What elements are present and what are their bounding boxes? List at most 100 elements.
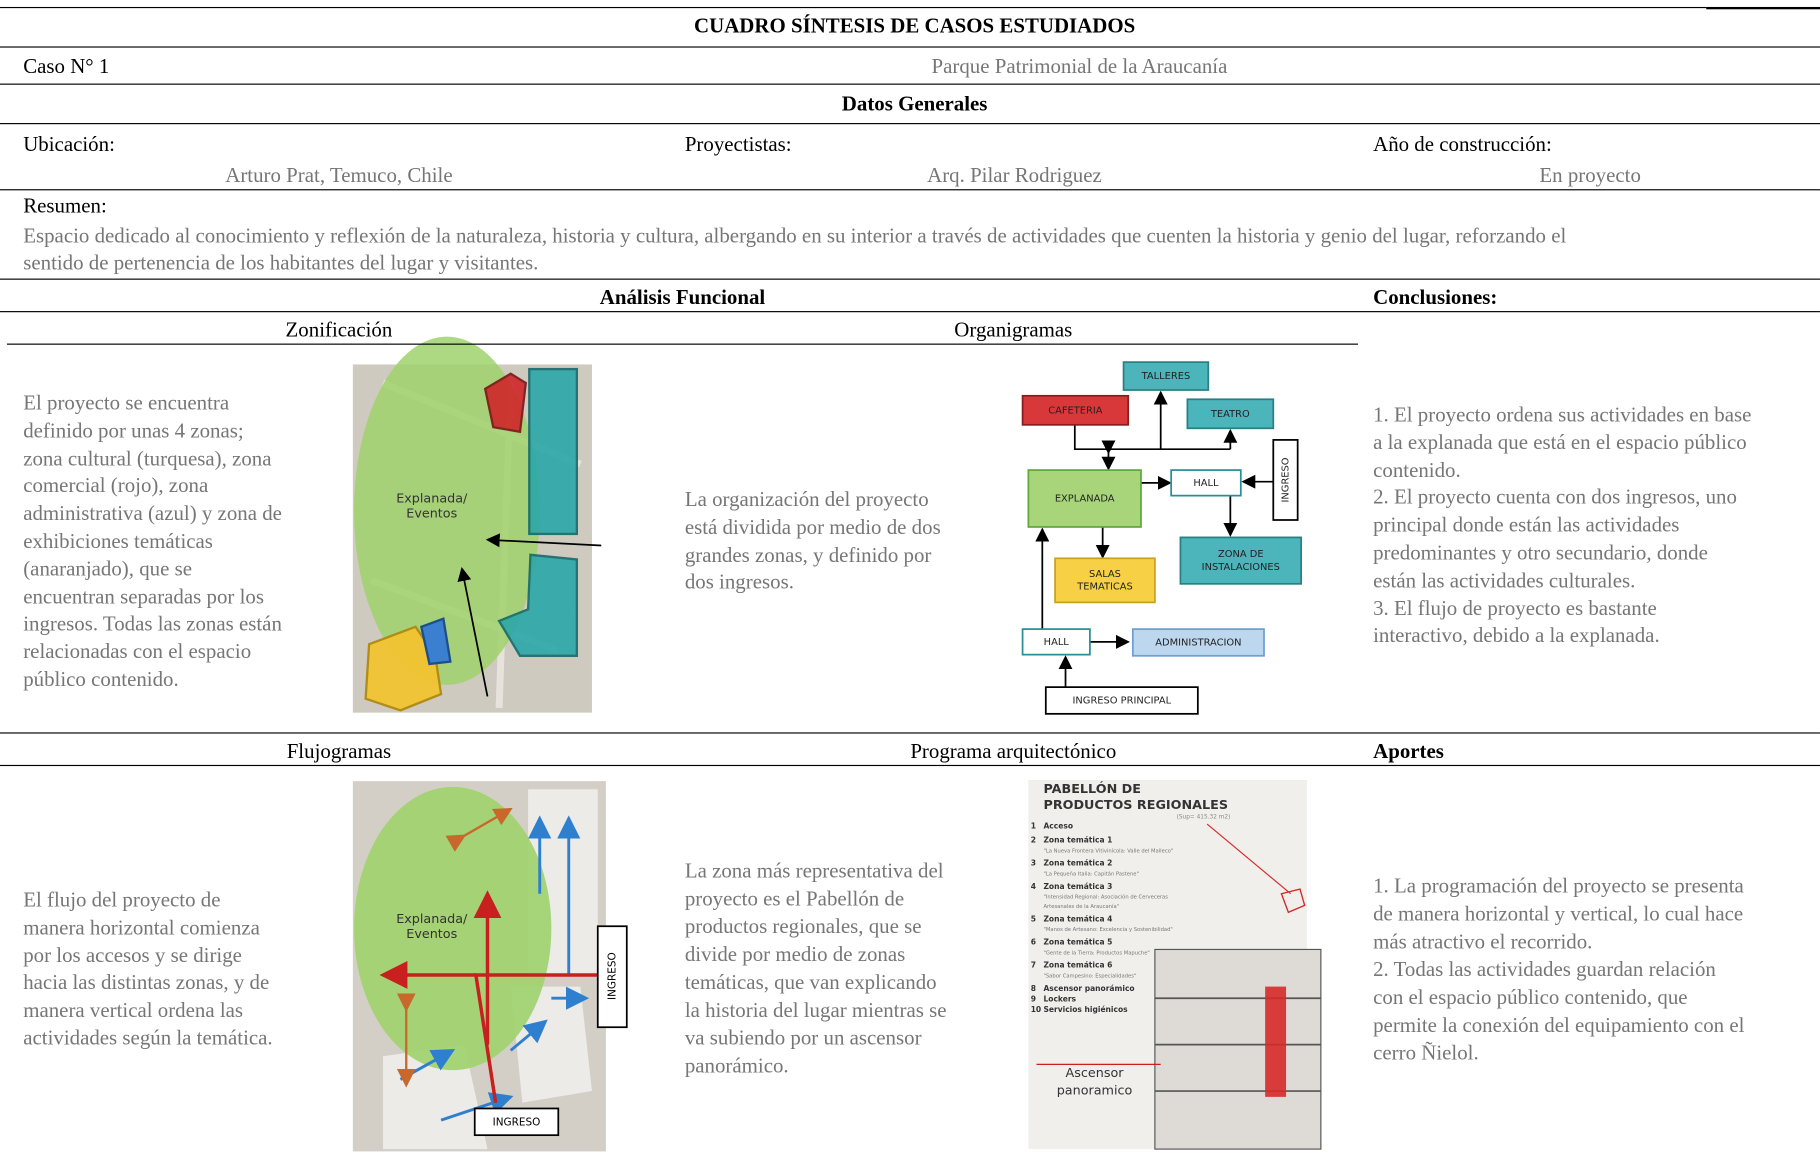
section-title: Análisis Funcional (599, 285, 766, 309)
paragraph-line: 3. El flujo de proyecto es bastante (1373, 596, 1657, 620)
org-node-label: HALL (1193, 478, 1219, 489)
connector (1073, 424, 1231, 451)
program-number: 9 (1031, 994, 1036, 1003)
title: CUADRO SÍNTESIS DE CASOS ESTUDIADOS (694, 13, 1136, 38)
program-item: Zona temática 1 (1043, 835, 1112, 844)
rule (0, 278, 1820, 280)
paragraph-line: 1. El proyecto ordena sus actividades en… (1373, 402, 1752, 426)
program-number: 10 (1031, 1005, 1041, 1014)
figure-label: (Sup= 415.32 m2) (1177, 815, 1231, 821)
paragraph-line: está dividida por medio de dos (684, 515, 941, 539)
paragraph-line: 2. Todas las actividades guardan relació… (1373, 957, 1716, 981)
section-title: Conclusiones: (1373, 285, 1498, 309)
figure-label: INGRESO (606, 952, 618, 1000)
org-node-label: INGRESO PRINCIPAL (1073, 695, 1172, 706)
label-box (473, 1107, 560, 1137)
paragraph-line: va subiendo por un ascensor (684, 1026, 922, 1050)
figure-label: Explanada/ (396, 492, 468, 507)
paragraph-line: zona cultural (turquesa), zona (23, 446, 272, 470)
org-node-label: TEMATICAS (1076, 582, 1133, 593)
paragraph-line: proyecto es el Pabellón de (684, 886, 905, 910)
paragraph-line: La zona más representativa del (684, 858, 944, 883)
paragraph-line: a la explanada que está en el espacio pú… (1373, 430, 1747, 454)
paragraph-line: 2. El proyecto cuenta con dos ingresos, … (1373, 485, 1737, 509)
program-number: 7 (1031, 961, 1036, 970)
org-node (1027, 469, 1142, 528)
figure-label: PABELLÓN DE (1043, 781, 1141, 797)
caption: Ascensor (1066, 1066, 1125, 1081)
paragraph-line: interactivo, debido a la explanada. (1373, 623, 1660, 647)
zone (364, 625, 443, 712)
arrow (457, 567, 489, 697)
paragraph-line: panorámico. (684, 1053, 789, 1078)
subsection-title: Zonificación (285, 318, 393, 342)
paragraph-line: con el espacio público contenido, que (1373, 985, 1688, 1009)
figure-label: INGRESO (493, 1116, 541, 1128)
program-note: "Manos de Artesano: Excelencia y Sosteni… (1043, 927, 1172, 933)
program-note: "La Pequeña Italia: Capitán Pastene" (1043, 871, 1138, 878)
paragraph-line: grandes zonas, y definido por (684, 542, 932, 566)
case-label: Caso N° 1 (23, 54, 110, 78)
paragraph-line: dos ingresos. (684, 570, 794, 594)
rule (0, 311, 1820, 313)
org-node (1054, 557, 1156, 604)
paragraph-line: público contenido. (23, 667, 179, 691)
rule (0, 732, 1820, 734)
zone (528, 367, 579, 536)
arrow (485, 533, 602, 548)
subsection-title: Flujogramas (286, 739, 392, 763)
zone (497, 553, 579, 657)
program-number: 8 (1031, 984, 1036, 993)
program-item: Zona temática 2 (1043, 859, 1112, 868)
zone (419, 617, 452, 666)
org-node (1122, 361, 1210, 391)
section-title: Aportes (1373, 739, 1444, 763)
rule (0, 46, 1820, 48)
org-node (1170, 469, 1242, 497)
program-item: Lockers (1043, 994, 1076, 1003)
org-node (1021, 628, 1091, 656)
program-item: Zona temática 3 (1043, 882, 1112, 891)
paragraph-line: La organización del proyecto (684, 487, 929, 511)
program-item: Ascensor panorámico (1043, 984, 1134, 993)
program-note: Artesanales de la Araucanía" (1043, 903, 1119, 910)
program-number: 5 (1031, 914, 1036, 923)
zone (483, 372, 528, 434)
rule (6, 343, 1359, 345)
paragraph-line: administrativa (azul) y zona de (23, 501, 282, 525)
program-item: Servicios higiénicos (1043, 1005, 1128, 1014)
rule (0, 764, 1820, 767)
program-number: 4 (1031, 882, 1036, 891)
program-number: 6 (1031, 937, 1036, 946)
org-node (1272, 439, 1299, 521)
paragraph-line: la historia del lugar mientras se (684, 998, 947, 1022)
paragraph-line: contenido. (1373, 458, 1461, 482)
field-label: Ubicación: (23, 132, 115, 156)
paragraph-line: manera horizontal comienza (23, 915, 260, 939)
org-node-label: SALAS (1089, 569, 1121, 580)
paragraph-line: exhibiciones temáticas (23, 529, 213, 553)
paragraph-line: relacionadas con el espacio (23, 639, 252, 663)
building (510, 986, 592, 1103)
field-label: Resumen: (23, 193, 107, 218)
summary-line: sentido de pertenencia de los habitantes… (23, 250, 539, 274)
paragraph-line: comercial (rojo), zona (23, 474, 209, 498)
org-node-label: CAFETERIA (1048, 405, 1103, 416)
paragraph-line: permite la conexión del equipamiento con… (1373, 1013, 1745, 1037)
paragraph-line: predominantes y otro secundario, donde (1373, 540, 1708, 565)
section-title: Datos Generales (841, 91, 988, 115)
paragraph-line: por los accesos y se dirige (23, 943, 242, 967)
label-box (596, 925, 628, 1029)
paragraph-line: temáticas, que van explicando (684, 970, 937, 994)
paragraph-line: principal donde están las actividades (1373, 513, 1680, 537)
paragraph-line: divide por medio de zonas (684, 942, 906, 966)
org-node (1186, 398, 1275, 430)
paragraph-line: 1. La programación del proyecto se prese… (1373, 874, 1744, 898)
org-node-label: INSTALACIONES (1202, 562, 1280, 573)
rule (0, 189, 1820, 191)
org-node (1021, 394, 1130, 426)
paragraph-line: están las actividades culturales. (1373, 568, 1636, 592)
org-node-label: HALL (1044, 637, 1070, 648)
